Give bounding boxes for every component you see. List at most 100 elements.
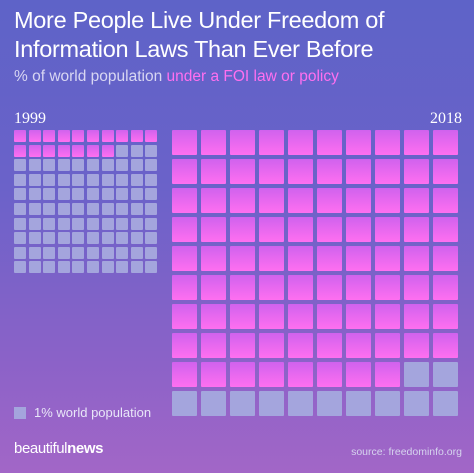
- waffle-cell-under-law-2018-41: [172, 246, 197, 271]
- waffle-cell-other-2018-98: [375, 391, 400, 416]
- waffle-cell-other-1999-38: [116, 173, 129, 186]
- waffle-cell-other-1999-56: [86, 202, 99, 215]
- waffle-cell-other-1999-85: [72, 246, 85, 259]
- waffle-cell-under-law-2018-73: [230, 333, 255, 358]
- waffle-cell-other-1999-60: [145, 202, 158, 215]
- waffle-cell-under-law-2018-9: [404, 130, 429, 155]
- subtitle-prefix: % of world population: [14, 68, 163, 85]
- waffle-cell-other-1999-32: [28, 173, 41, 186]
- waffle-cell-under-law-1999-14: [57, 144, 70, 157]
- waffle-cell-under-law-1999-13: [43, 144, 56, 157]
- waffle-cell-other-1999-54: [57, 202, 70, 215]
- waffle-cell-under-law-2018-55: [288, 275, 313, 300]
- waffle-cell-other-1999-74: [57, 232, 70, 245]
- waffle-grid-2018: [172, 130, 458, 416]
- waffle-cell-other-1999-98: [116, 261, 129, 274]
- waffle-cell-other-1999-26: [86, 159, 99, 172]
- waffle-cell-other-1999-70: [145, 217, 158, 230]
- waffle-cell-other-1999-20: [145, 144, 158, 157]
- waffle-cell-other-1999-52: [28, 202, 41, 215]
- waffle-cell-under-law-2018-20: [433, 159, 458, 184]
- waffle-cell-other-1999-91: [14, 261, 26, 274]
- waffle-cell-other-1999-76: [86, 232, 99, 245]
- waffle-cell-other-1999-86: [86, 246, 99, 259]
- waffle-cell-under-law-2018-54: [259, 275, 284, 300]
- waffle-cell-other-1999-25: [72, 159, 85, 172]
- waffle-cell-under-law-2018-37: [346, 217, 371, 242]
- waffle-cell-other-1999-78: [116, 232, 129, 245]
- waffle-cell-under-law-2018-64: [259, 304, 284, 329]
- waffle-cell-other-1999-84: [57, 246, 70, 259]
- waffle-cell-under-law-1999-1: [14, 130, 26, 142]
- waffle-cell-other-1999-35: [72, 173, 85, 186]
- waffle-cell-other-1999-83: [43, 246, 56, 259]
- waffle-cell-under-law-2018-5: [288, 130, 313, 155]
- waffle-cell-under-law-2018-80: [433, 333, 458, 358]
- brand-logo: beautifulnews: [14, 440, 103, 457]
- waffle-cell-other-2018-94: [259, 391, 284, 416]
- waffle-cell-under-law-2018-85: [288, 362, 313, 387]
- waffle-cell-other-1999-82: [28, 246, 41, 259]
- waffle-cell-under-law-2018-84: [259, 362, 284, 387]
- waffle-cell-other-1999-68: [116, 217, 129, 230]
- year-label-2018: 2018: [430, 110, 462, 127]
- waffle-cell-under-law-2018-12: [201, 159, 226, 184]
- waffle-cell-under-law-2018-19: [404, 159, 429, 184]
- waffle-cell-under-law-2018-52: [201, 275, 226, 300]
- waffle-cell-other-2018-93: [230, 391, 255, 416]
- waffle-cell-other-1999-73: [43, 232, 56, 245]
- waffle-cell-other-1999-31: [14, 173, 26, 186]
- waffle-cell-under-law-1999-11: [14, 144, 26, 157]
- waffle-cell-under-law-2018-70: [433, 304, 458, 329]
- waffle-cell-other-2018-97: [346, 391, 371, 416]
- waffle-cell-under-law-2018-51: [172, 275, 197, 300]
- waffle-cell-other-1999-88: [116, 246, 129, 259]
- waffle-cell-under-law-2018-83: [230, 362, 255, 387]
- waffle-cell-other-1999-66: [86, 217, 99, 230]
- waffle-cell-under-law-2018-25: [288, 188, 313, 213]
- waffle-cell-other-1999-92: [28, 261, 41, 274]
- waffle-cell-under-law-2018-22: [201, 188, 226, 213]
- waffle-cell-under-law-1999-12: [28, 144, 41, 157]
- waffle-cell-under-law-2018-74: [259, 333, 284, 358]
- waffle-cell-other-1999-39: [130, 173, 143, 186]
- waffle-cell-under-law-2018-16: [317, 159, 342, 184]
- waffle-cell-under-law-2018-40: [433, 217, 458, 242]
- waffle-cell-other-1999-65: [72, 217, 85, 230]
- waffle-grid-1999: [14, 130, 158, 274]
- waffle-cell-under-law-2018-27: [346, 188, 371, 213]
- chart-title: More People Live Under Freedom of Inform…: [14, 7, 385, 62]
- waffle-cell-other-1999-53: [43, 202, 56, 215]
- waffle-cell-under-law-2018-28: [375, 188, 400, 213]
- waffle-cell-under-law-2018-14: [259, 159, 284, 184]
- waffle-cell-other-1999-21: [14, 159, 26, 172]
- waffle-cell-under-law-2018-10: [433, 130, 458, 155]
- waffle-cell-under-law-2018-59: [404, 275, 429, 300]
- waffle-cell-other-1999-95: [72, 261, 85, 274]
- waffle-cell-other-1999-27: [101, 159, 114, 172]
- waffle-cell-under-law-1999-17: [101, 144, 114, 157]
- waffle-cell-under-law-2018-77: [346, 333, 371, 358]
- waffle-cell-under-law-1999-5: [72, 130, 85, 142]
- waffle-cell-other-1999-22: [28, 159, 41, 172]
- waffle-cell-other-1999-23: [43, 159, 56, 172]
- waffle-cell-under-law-2018-47: [346, 246, 371, 271]
- waffle-cell-other-1999-55: [72, 202, 85, 215]
- waffle-cell-under-law-2018-79: [404, 333, 429, 358]
- waffle-cell-under-law-2018-30: [433, 188, 458, 213]
- waffle-cell-under-law-2018-29: [404, 188, 429, 213]
- waffle-cell-under-law-2018-3: [230, 130, 255, 155]
- waffle-cell-under-law-2018-88: [375, 362, 400, 387]
- waffle-cell-under-law-1999-4: [57, 130, 70, 142]
- brand-bold: news: [67, 440, 104, 457]
- waffle-cell-other-2018-90: [433, 362, 458, 387]
- waffle-cell-under-law-2018-33: [230, 217, 255, 242]
- waffle-cell-under-law-1999-16: [86, 144, 99, 157]
- waffle-cell-other-1999-41: [14, 188, 26, 201]
- waffle-cell-under-law-2018-15: [288, 159, 313, 184]
- waffle-cell-under-law-2018-4: [259, 130, 284, 155]
- waffle-cell-under-law-2018-60: [433, 275, 458, 300]
- waffle-cell-under-law-1999-2: [28, 130, 41, 142]
- waffle-cell-other-1999-90: [145, 246, 158, 259]
